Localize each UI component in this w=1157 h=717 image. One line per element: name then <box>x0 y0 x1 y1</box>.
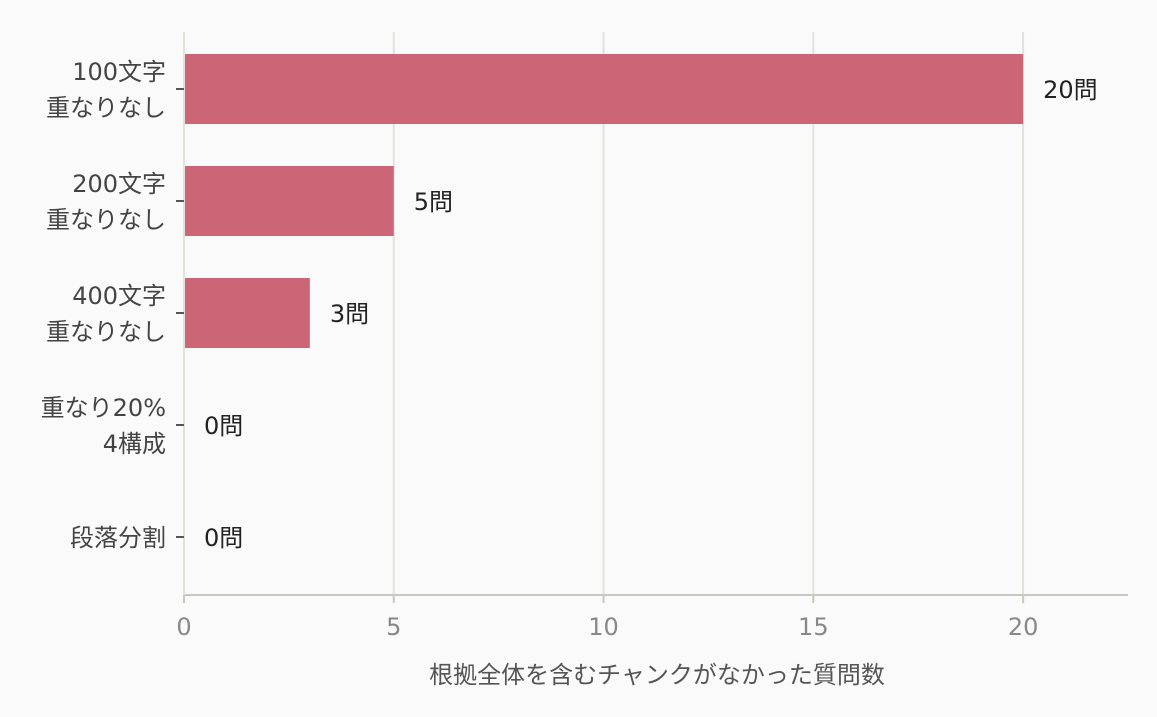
bar <box>184 54 1024 124</box>
data-label: 3問 <box>330 300 369 328</box>
data-label: 20問 <box>1043 76 1098 104</box>
category-label: 4構成 <box>103 430 166 458</box>
category-label: 重なりなし <box>46 206 166 234</box>
x-tick-labels: 0 5 10 15 20 <box>176 613 1038 641</box>
bar <box>184 278 310 348</box>
x-axis-title: 根拠全体を含むチャンクがなかった質問数 <box>429 661 885 689</box>
category-labels: 100文字重なりなし200文字重なりなし400文字重なりなし重なり20%4構成段… <box>41 58 166 552</box>
category-label: 段落分割 <box>70 524 166 552</box>
data-label: 0問 <box>204 524 243 552</box>
axes <box>176 32 1128 603</box>
category-label: 重なり20% <box>41 394 166 422</box>
x-tick-label: 15 <box>798 613 829 641</box>
x-tick-label: 0 <box>176 613 191 641</box>
grid-lines <box>392 32 1025 595</box>
data-label: 5問 <box>414 188 453 216</box>
category-label: 重なりなし <box>46 94 166 122</box>
x-tick-label: 10 <box>588 613 619 641</box>
category-label: 重なりなし <box>46 318 166 346</box>
data-labels: 20問 5問 3問 0問 0問 <box>204 76 1098 552</box>
data-label: 0問 <box>204 412 243 440</box>
category-label: 200文字 <box>72 170 166 198</box>
category-label: 400文字 <box>72 282 166 310</box>
bar <box>184 166 394 236</box>
bars <box>184 54 1024 348</box>
x-tick-label: 5 <box>386 613 401 641</box>
category-label: 100文字 <box>72 58 166 86</box>
x-tick-label: 20 <box>1008 613 1039 641</box>
